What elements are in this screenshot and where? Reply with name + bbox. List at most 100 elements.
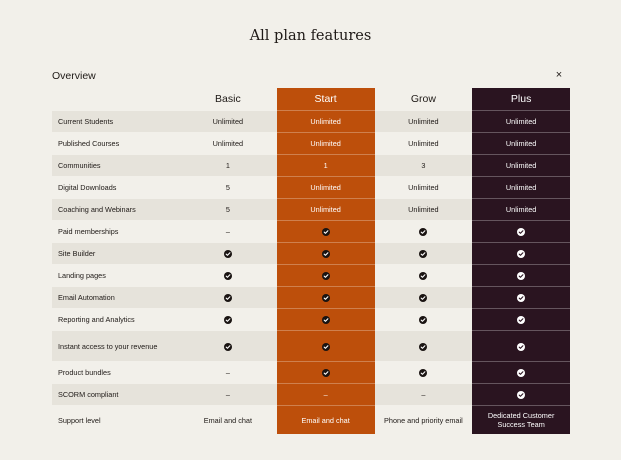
cell-grow: [374, 242, 473, 265]
cell-grow: Unlimited: [374, 132, 473, 155]
check-icon: [517, 342, 526, 351]
cell-basic: [179, 264, 277, 287]
cell-basic: Unlimited: [179, 110, 277, 133]
cell-start: –: [276, 383, 375, 406]
feature-label: Coaching and Webinars: [52, 198, 179, 221]
table-row: Product bundles –: [52, 361, 570, 384]
check-icon: [321, 272, 330, 281]
check-icon: [223, 250, 232, 259]
overview-title: Overview: [52, 70, 96, 82]
cell-value: Unlimited: [310, 183, 341, 192]
table-row: Digital Downloads 5 Unlimited Unlimited Unli…: [52, 176, 570, 199]
cell-grow: [374, 220, 473, 243]
feature-label: Digital Downloads: [52, 176, 179, 199]
cell-value: 5: [225, 183, 230, 192]
check-icon: [419, 369, 428, 378]
check-icon: [517, 228, 526, 237]
feature-label: Communities: [52, 154, 179, 177]
check-icon: [517, 294, 526, 303]
cell-basic: [179, 330, 277, 362]
cell-start: Unlimited: [276, 198, 375, 221]
cell-value: Email and chat: [203, 415, 253, 425]
feature-label: Landing pages: [52, 264, 179, 287]
cell-basic: –: [179, 220, 277, 243]
feature-label: Product bundles: [52, 361, 179, 384]
check-icon: [321, 316, 330, 325]
cell-value: Phone and priority email: [384, 415, 463, 425]
table-row: Site Builder: [52, 242, 570, 265]
feature-label: Site Builder: [52, 242, 179, 265]
dash-mark: –: [323, 390, 328, 399]
table-row: Paid memberships –: [52, 220, 570, 243]
check-icon: [223, 342, 232, 351]
cell-value: Unlimited: [408, 117, 439, 126]
plan-header-plus: Plus: [472, 88, 570, 111]
cell-value: Unlimited: [408, 183, 439, 192]
table-row: Communities 1 1 3 Unlimited: [52, 154, 570, 177]
cell-plus: Dedicated Customer Success Team: [472, 405, 570, 434]
cell-value: 1: [225, 161, 230, 170]
dash-mark: –: [225, 227, 230, 236]
cell-value: Unlimited: [505, 117, 537, 126]
check-icon: [321, 369, 330, 378]
check-icon: [419, 228, 428, 237]
cell-grow: [374, 286, 473, 309]
check-icon: [419, 250, 428, 259]
cell-value: Unlimited: [310, 117, 341, 126]
cell-plus: Unlimited: [472, 198, 570, 221]
cell-value: Unlimited: [408, 139, 439, 148]
cell-plus: Unlimited: [472, 176, 570, 199]
check-icon: [321, 342, 330, 351]
cell-plus: Unlimited: [472, 154, 570, 177]
cell-plus: [472, 308, 570, 331]
cell-start: [276, 286, 375, 309]
cell-grow: [374, 330, 473, 362]
table-row: Current Students Unlimited Unlimited Unlimi…: [52, 110, 570, 133]
plan-header-start: Start: [276, 88, 375, 111]
cell-grow: [374, 264, 473, 287]
cell-start: [276, 220, 375, 243]
cell-plus: [472, 330, 570, 362]
cell-plus: Unlimited: [472, 132, 570, 155]
cell-start: Unlimited: [276, 110, 375, 133]
feature-label: Current Students: [52, 110, 179, 133]
check-icon: [419, 342, 428, 351]
cell-start: [276, 308, 375, 331]
feature-label: Paid memberships: [52, 220, 179, 243]
dash-mark: –: [225, 390, 230, 399]
check-icon: [321, 294, 330, 303]
check-icon: [419, 316, 428, 325]
table-row: Published Courses Unlimited Unlimited Unlim…: [52, 132, 570, 155]
cell-grow: [374, 308, 473, 331]
feature-label: SCORM compliant: [52, 383, 179, 406]
cell-start: [276, 242, 375, 265]
cell-basic: [179, 308, 277, 331]
plan-comparison-table: Basic Start Grow Plus Current Students Un…: [52, 88, 570, 434]
cell-value: Unlimited: [505, 183, 537, 192]
cell-value: 1: [323, 161, 328, 170]
cell-grow: Unlimited: [374, 198, 473, 221]
check-icon: [517, 369, 526, 378]
cell-start: Unlimited: [276, 132, 375, 155]
close-icon[interactable]: ×: [555, 69, 563, 81]
cell-start: 1: [276, 154, 375, 177]
cell-basic: Unlimited: [179, 132, 277, 155]
cell-start: [276, 264, 375, 287]
cell-plus: [472, 220, 570, 243]
check-icon: [223, 272, 232, 281]
cell-basic: 5: [179, 176, 277, 199]
feature-label: Reporting and Analytics: [52, 308, 179, 331]
cell-value: Unlimited: [310, 139, 341, 148]
dash-mark: –: [421, 390, 426, 399]
plan-header-grow: Grow: [410, 93, 436, 105]
cell-plus: [472, 242, 570, 265]
cell-value: Unlimited: [408, 205, 439, 214]
cell-start: [276, 361, 375, 384]
check-icon: [223, 294, 232, 303]
cell-value: Unlimited: [505, 161, 537, 170]
cell-value: Unlimited: [505, 139, 537, 148]
cell-grow: 3: [374, 154, 473, 177]
cell-basic: 5: [179, 198, 277, 221]
check-icon: [419, 272, 428, 281]
check-icon: [419, 294, 428, 303]
